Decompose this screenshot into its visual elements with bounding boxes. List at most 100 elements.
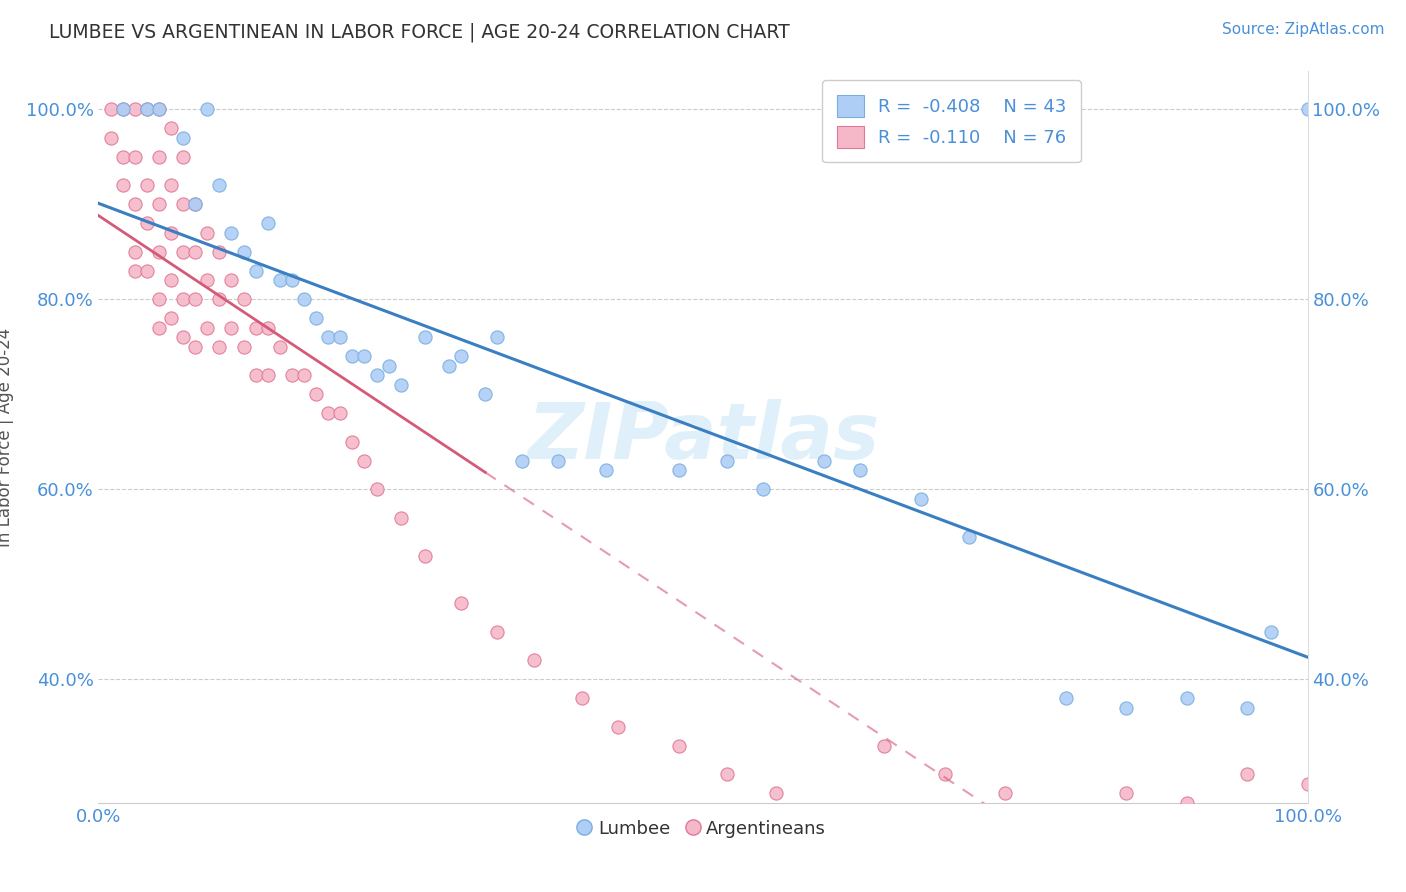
Point [510, 454, 533, 468]
Point [135, 216, 157, 230]
Point [221, 321, 243, 335]
Point [148, 293, 170, 307]
Point [160, 178, 183, 193]
Text: Source: ZipAtlas.com: Source: ZipAtlas.com [1222, 22, 1385, 37]
Point [366, 368, 388, 383]
Point [124, 103, 146, 117]
Point [221, 226, 243, 240]
Point [269, 340, 291, 354]
Point [124, 264, 146, 278]
Point [910, 491, 932, 506]
Point [172, 293, 194, 307]
Point [111, 178, 134, 193]
Point [184, 197, 207, 211]
Point [413, 549, 436, 563]
Point [221, 273, 243, 287]
Point [437, 359, 460, 373]
Point [1260, 624, 1282, 639]
Point [873, 739, 896, 753]
Point [1296, 103, 1319, 117]
Point [208, 244, 231, 259]
Point [752, 483, 775, 497]
Point [450, 349, 472, 363]
Point [148, 150, 170, 164]
Point [316, 406, 339, 420]
Point [849, 463, 872, 477]
Point [245, 264, 267, 278]
Point [957, 530, 980, 544]
Legend: Lumbee, Argentineans: Lumbee, Argentineans [572, 813, 834, 845]
Point [1175, 796, 1198, 810]
Point [256, 368, 278, 383]
Point [124, 150, 146, 164]
Point [195, 273, 218, 287]
Point [668, 739, 690, 753]
Point [389, 511, 412, 525]
Point [160, 311, 183, 326]
Point [124, 197, 146, 211]
Point [292, 368, 315, 383]
Point [100, 103, 122, 117]
Point [813, 454, 835, 468]
Point [184, 293, 207, 307]
Point [160, 121, 183, 136]
Point [413, 330, 436, 344]
Point [450, 596, 472, 610]
Point [281, 273, 304, 287]
Y-axis label: In Labor Force | Age 20-24: In Labor Force | Age 20-24 [0, 327, 14, 547]
Point [135, 178, 157, 193]
Point [342, 349, 364, 363]
Text: LUMBEE VS ARGENTINEAN IN LABOR FORCE | AGE 20-24 CORRELATION CHART: LUMBEE VS ARGENTINEAN IN LABOR FORCE | A… [49, 22, 790, 42]
Point [148, 197, 170, 211]
Point [232, 340, 254, 354]
Point [100, 131, 122, 145]
Text: ZIPatlas: ZIPatlas [527, 399, 879, 475]
Point [148, 103, 170, 117]
Point [245, 368, 267, 383]
Point [1296, 777, 1319, 791]
Point [172, 150, 194, 164]
Point [342, 434, 364, 449]
Point [172, 244, 194, 259]
Point [256, 321, 278, 335]
Point [245, 321, 267, 335]
Point [316, 330, 339, 344]
Point [208, 178, 231, 193]
Point [111, 103, 134, 117]
Point [148, 321, 170, 335]
Point [934, 767, 956, 781]
Point [595, 463, 617, 477]
Point [1115, 701, 1137, 715]
Point [135, 103, 157, 117]
Point [160, 226, 183, 240]
Point [148, 244, 170, 259]
Point [353, 454, 375, 468]
Point [1054, 691, 1077, 706]
Point [195, 226, 218, 240]
Point [305, 387, 328, 401]
Point [172, 197, 194, 211]
Point [329, 406, 352, 420]
Point [305, 311, 328, 326]
Point [111, 150, 134, 164]
Point [172, 330, 194, 344]
Point [765, 786, 787, 800]
Point [607, 720, 630, 734]
Point [571, 691, 593, 706]
Point [486, 330, 509, 344]
Point [547, 454, 569, 468]
Point [366, 483, 388, 497]
Point [994, 786, 1017, 800]
Point [1054, 814, 1077, 829]
Point [208, 293, 231, 307]
Point [716, 767, 738, 781]
Point [232, 293, 254, 307]
Point [329, 330, 352, 344]
Point [353, 349, 375, 363]
Point [269, 273, 291, 287]
Point [184, 244, 207, 259]
Point [1175, 691, 1198, 706]
Point [148, 103, 170, 117]
Point [195, 321, 218, 335]
Point [486, 624, 509, 639]
